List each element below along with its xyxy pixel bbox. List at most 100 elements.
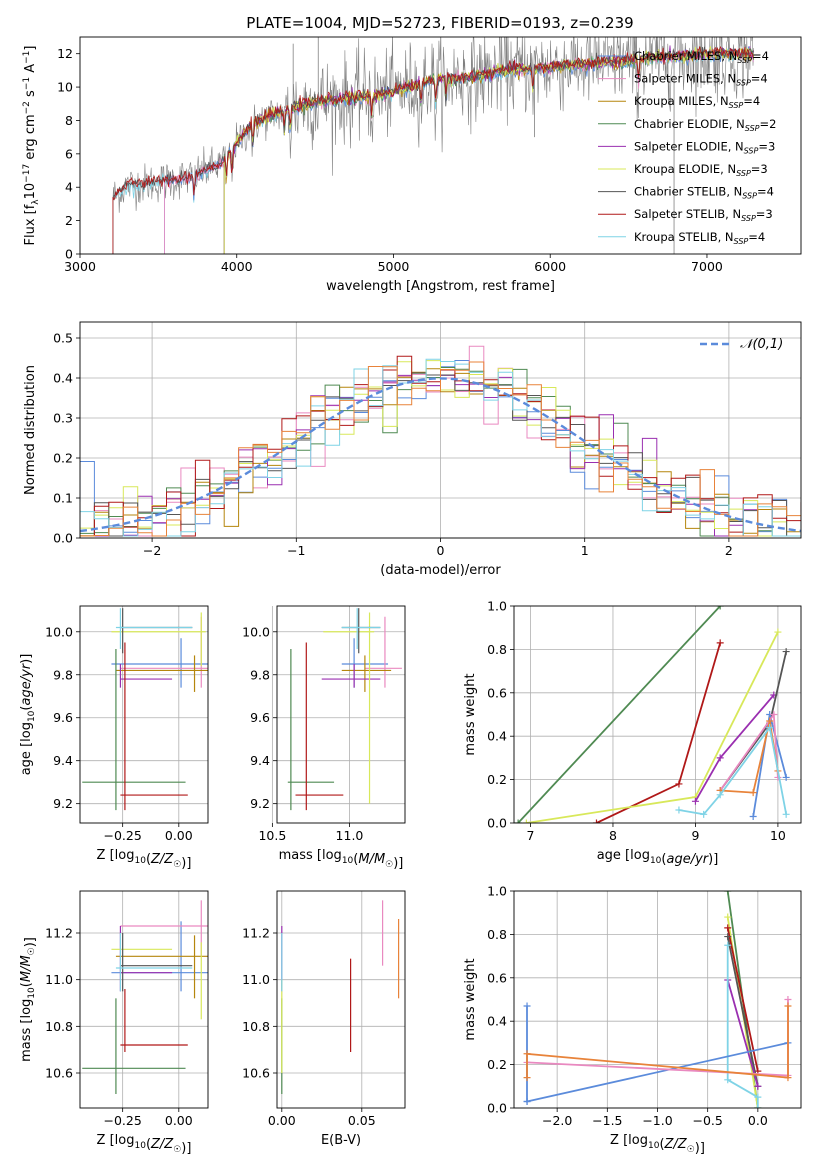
weight-marker-salpeter_elodie <box>691 797 699 805</box>
spectrum-plot-area <box>112 37 755 254</box>
age_vs_Z-plot-area <box>82 608 208 811</box>
weight_vs_Z-plot-area <box>523 891 792 1108</box>
weight_vs_age-xlabel-part: 10 <box>650 856 662 866</box>
spectrum-xtick-label: 6000 <box>534 259 566 274</box>
legend-label-sub: SSP <box>729 101 744 110</box>
mass_vs_ebv-axes: 0.00 0.05 10.6 10.8 11.0 11.2 E(B-V) <box>242 890 406 1148</box>
legend-label-text: Chabrier ELODIE, N <box>634 117 745 131</box>
legend-label-suffix: =3 <box>756 207 773 221</box>
legend-label-suffix: =2 <box>760 117 777 131</box>
age_vs_mass-xlabel-part: 10 <box>342 856 354 866</box>
mass_vs_Z-ylabel: mass [log10(M/M☉)] <box>19 937 38 1062</box>
weight-marker-salpeter_stelib <box>675 780 683 788</box>
age_vs_Z-xlabel-part: 10 <box>134 856 146 866</box>
mass_vs_Z-ytick-label: 10.6 <box>45 1066 73 1081</box>
legend-label-text: Salpeter STELIB, N <box>634 207 741 221</box>
spectrum-frame <box>79 36 802 255</box>
legend-label-text: Salpeter ELODIE, N <box>634 139 744 153</box>
mass_vs_ebv-xlabel-part: E(B-V) <box>321 1133 361 1148</box>
weight_vs_Z-frame <box>513 890 802 1109</box>
age_vs_Z-xtick-label: 0.00 <box>165 828 193 843</box>
mass_vs_ebv-plot-area <box>281 900 400 1094</box>
mass_vs_ebv-ytick-label: 10.6 <box>242 1066 270 1081</box>
weight_vs_Z-xtick-label: −1.0 <box>642 1113 672 1128</box>
legend-label-salpeter_stelib: Salpeter STELIB, NSSP=3 <box>634 207 773 223</box>
age_vs_mass-xlabel-part: )] <box>393 856 403 871</box>
legend-label-chabrier_stelib: Chabrier STELIB, NSSP=4 <box>634 185 774 201</box>
weight_vs_Z-axes: −2.0 −1.5 −1.0 −0.5 0.0 0.0 0.2 0.4 0.6 0.8 1.0 Z [… <box>463 884 802 1156</box>
weight_vs_age-xtick-label: 8 <box>609 828 617 843</box>
spectrum-ylabel-part: λ <box>31 199 41 205</box>
mass_vs_Z-frame <box>79 890 209 1109</box>
weight_vs_Z-xlabel-part: Z [log <box>610 1133 648 1148</box>
legend-label-sub: SSP <box>744 146 759 155</box>
spectrum-ylabel-part: −1 <box>22 51 32 64</box>
weight-marker-salpeter_stelib <box>716 639 724 647</box>
figure-title: PLATE=1004, MJD=52723, FIBERID=0193, z=0… <box>246 14 633 32</box>
legend-label-text: Kroupa ELODIE, N <box>634 162 736 176</box>
weight-marker-orange <box>766 717 774 725</box>
residual_hist-axes: −2 −1 0 1 2 0.0 0.1 0.2 0.3 0.4 0.5 (data-model)/er… <box>23 321 802 578</box>
age_vs_mass-ytick-label: 9.4 <box>250 753 270 768</box>
legend-label-sub: SSP <box>734 237 749 246</box>
residual_hist-ytick-label: 0.2 <box>53 451 73 466</box>
weight_vs_Z-xlabel: Z [log10(Z/Z☉)] <box>610 1133 705 1156</box>
legend-label-suffix: =4 <box>748 230 765 244</box>
weight_vs_Z-xlabel-part: 10 <box>648 1141 660 1151</box>
weight_vs_Z-xlabel-part: ( <box>659 1137 664 1152</box>
spectrum-xlabel-part: wavelength [Angstrom, rest frame] <box>326 279 555 294</box>
weight_vs_Z-ytick-label: 0.2 <box>487 1057 507 1072</box>
legend-label-text: Salpeter MILES, N <box>634 72 736 86</box>
age_vs_Z-ylabel-part: age [log <box>19 722 34 775</box>
legend-label-text: Kroupa MILES, N <box>634 94 729 108</box>
legend-label-chabrier_elodie: Chabrier ELODIE, NSSP=2 <box>634 117 776 133</box>
weight-marker-chabrier_miles <box>782 773 790 781</box>
age_vs_Z-xlabel-part: ☉ <box>173 860 181 870</box>
mass_vs_ebv-xtick-label: 0.05 <box>348 1113 376 1128</box>
age_vs_Z-ytick-label: 9.6 <box>53 710 73 725</box>
weight-marker-chabrier_elodie <box>716 606 724 610</box>
weight-marker-orange <box>784 1002 792 1010</box>
weight_vs_age-ytick-label: 0.0 <box>487 816 507 831</box>
weight_vs_Z-xlabel-part: Z/Z <box>664 1137 688 1152</box>
spectrum-ylabel-part: −17 <box>22 164 32 183</box>
legend-label-kroupa_miles: Kroupa MILES, NSSP=4 <box>634 94 760 110</box>
mass_vs_Z-ylabel-part: M/M <box>19 955 34 982</box>
residual_hist-frame <box>79 321 802 539</box>
age_vs_mass-axes: 10.5 11.0 9.2 9.4 9.6 9.8 10.0 mass [log10(M/M☉… <box>242 605 406 871</box>
weight-marker-chabrier_stelib <box>782 648 790 656</box>
weight_vs_Z-xtick-label: −1.5 <box>592 1113 622 1128</box>
legend-label-sub: SSP <box>742 192 757 201</box>
mass_vs_Z-ytick-label: 11.2 <box>45 926 73 941</box>
spectrum-axes: 3000 4000 5000 6000 7000 0 2 4 6 8 10 12 wavelength … <box>22 36 802 294</box>
weight_vs_Z-ylabel: mass weight <box>463 958 478 1040</box>
age_vs_mass-plot-area <box>287 608 402 811</box>
legend-label-sub: SSP <box>745 124 760 133</box>
mass_vs_Z-xlabel-part: Z [log <box>97 1133 135 1148</box>
spectrum-ylabel-part: −1 <box>22 77 32 90</box>
weight-marker-kroupa_stelib <box>782 810 790 818</box>
spectrum-ylabel-part: Flux [f <box>23 204 38 245</box>
weight-marker-chabrier_elodie <box>724 891 732 895</box>
age_vs_mass-frame <box>276 605 406 824</box>
weight_vs_age-ytick-label: 0.4 <box>487 729 507 744</box>
weight_vs_age-plot-area <box>514 606 790 823</box>
weight_vs_age-xlabel-part: age [log <box>597 848 650 863</box>
legend-label-sub: SSP <box>737 56 752 65</box>
spectrum-xtick-label: 7000 <box>691 259 723 274</box>
residual_hist-ytick-label: 0.3 <box>53 411 73 426</box>
residual_hist-plot-area <box>80 345 801 537</box>
weight-marker-kroupa_elodie <box>522 819 530 823</box>
spectrum-ytick-label: 6 <box>65 146 73 161</box>
legend-label-sub: SSP <box>736 169 751 178</box>
spectrum-ylabel-part: erg cm <box>23 114 38 163</box>
age_vs_mass-ytick-label: 9.8 <box>250 667 270 682</box>
age_vs_Z-xlabel-part: Z/Z <box>150 852 174 867</box>
mass_vs_Z-ylabel-part: ☉ <box>27 947 37 955</box>
residual_hist-ylabel-part: Normed distribution <box>23 365 38 495</box>
mass_vs_Z-ylabel-part: mass [log <box>19 999 34 1062</box>
mass_vs_Z-ylabel-part: )] <box>23 937 38 947</box>
